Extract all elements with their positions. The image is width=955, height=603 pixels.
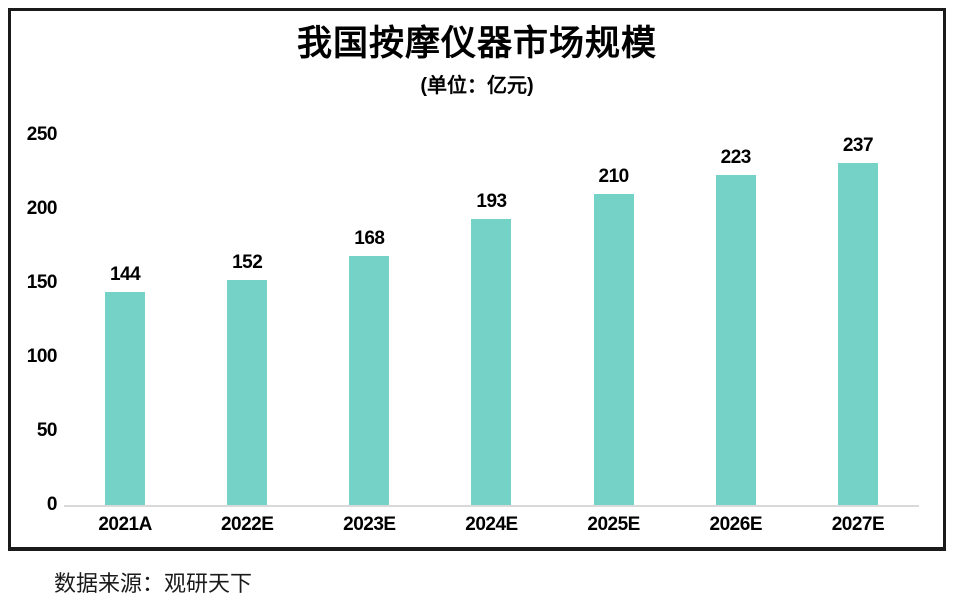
source-note: 数据来源：观研天下 (54, 571, 253, 596)
bar (715, 174, 756, 505)
bar (471, 219, 512, 505)
bar-column: 210 (553, 135, 675, 505)
x-tick-label: 2026E (709, 514, 763, 535)
bar (837, 163, 878, 505)
bar (593, 194, 634, 505)
plot-columns: 144 152 168 193 210 223 237 (64, 135, 919, 507)
x-tick-label: 2024E (465, 514, 518, 535)
chart-subtitle: (单位：亿元) (420, 75, 534, 97)
bar-column: 223 (675, 135, 797, 505)
chart-frame: 我国按摩仪器市场规模 (单位：亿元) 0 50 100 150 200 250 144 15… (8, 8, 946, 551)
x-tick-label: 2022E (220, 514, 274, 535)
bar-value-label: 168 (354, 228, 385, 250)
bar-column: 237 (797, 135, 919, 505)
y-tick-label: 50 (36, 420, 58, 441)
bar-column: 193 (430, 135, 552, 505)
x-axis: 2021A 2022E 2023E 2024E 2025E 2026E 2027E (64, 514, 919, 536)
bar-value-label: 237 (842, 135, 874, 156)
x-tick-label: 2021A (98, 514, 152, 535)
bar-value-label: 210 (598, 166, 630, 188)
x-tick-label: 2025E (587, 514, 640, 535)
bar-value-label: 152 (232, 252, 263, 274)
y-tick-label: 250 (26, 124, 58, 145)
y-tick-label: 0 (46, 494, 58, 515)
y-tick-label: 150 (26, 272, 58, 293)
bar-value-label: 223 (720, 146, 752, 168)
bar (227, 280, 268, 505)
bar-column: 152 (186, 135, 308, 505)
bar-column: 144 (64, 135, 186, 505)
bar (105, 291, 146, 505)
bar-column: 168 (308, 135, 430, 505)
chart-title: 我国按摩仪器市场规模 (296, 24, 657, 63)
bar-value-label: 193 (476, 191, 507, 213)
x-tick-label: 2027E (831, 514, 885, 535)
bar (349, 256, 390, 505)
bar-value-label: 144 (109, 263, 141, 285)
y-tick-label: 200 (26, 198, 58, 219)
y-tick-label: 100 (26, 346, 58, 367)
x-tick-label: 2023E (343, 514, 396, 535)
y-axis: 0 50 100 150 200 250 (19, 125, 58, 515)
